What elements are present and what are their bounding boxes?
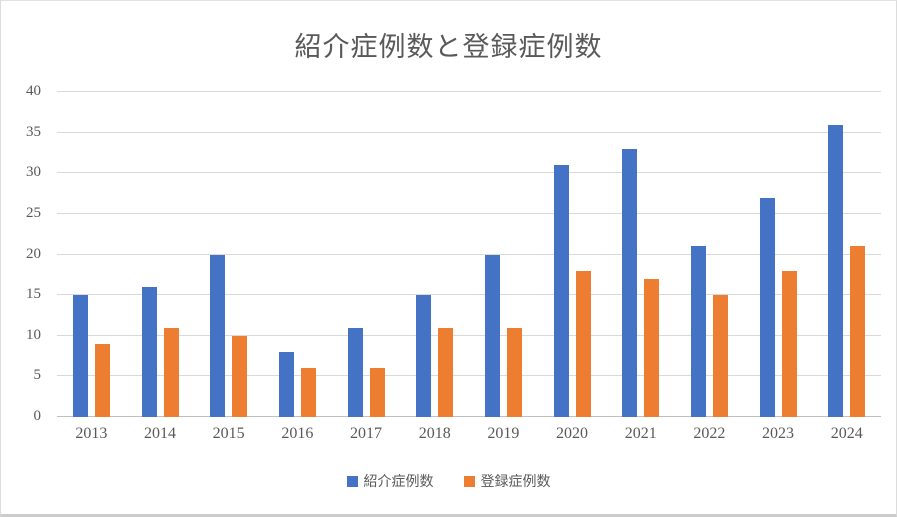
bar-group-2017 [332, 92, 401, 417]
y-tick-label-40: 40 [26, 83, 41, 99]
bar-group-2024 [812, 92, 881, 417]
legend-swatch-registered [463, 475, 475, 487]
bar-登録症例数-2013 [94, 343, 110, 417]
bar-登録症例数-2022 [712, 295, 728, 417]
bar-group-2013 [57, 92, 126, 417]
y-tick-label-10: 10 [26, 326, 41, 343]
y-tick-label-35: 35 [26, 123, 41, 140]
gridline-20 [57, 253, 881, 255]
bar-登録症例数-2014 [163, 327, 179, 417]
x-tick-label-2024: 2024 [830, 425, 863, 442]
x-tick-label-2018: 2018 [418, 425, 451, 442]
x-tick-label-2019: 2019 [487, 425, 520, 442]
bar-登録症例数-2023 [781, 270, 797, 417]
bar-紹介症例数-2017 [347, 327, 363, 417]
bar-紹介症例数-2019 [484, 254, 500, 417]
bar-紹介症例数-2016 [278, 352, 294, 417]
bar-紹介症例数-2023 [759, 197, 775, 417]
bar-group-2020 [538, 92, 607, 417]
legend-swatch-referred [346, 475, 358, 487]
x-tick-label-2021: 2021 [624, 425, 657, 442]
x-tick-label-2016: 2016 [281, 425, 314, 442]
plot-area [57, 91, 881, 417]
legend-label-referred: 紹介症例数 [363, 475, 434, 490]
legend-item-referred: 紹介症例数 [346, 471, 434, 491]
y-tick-label-15: 15 [26, 286, 41, 303]
bar-登録症例数-2017 [369, 368, 385, 417]
chart-title: 紹介症例数と登録症例数 [294, 32, 603, 62]
bar-登録症例数-2015 [232, 335, 248, 417]
y-tick-label-0: 0 [33, 408, 42, 424]
x-tick-label-2013: 2013 [75, 425, 108, 442]
bar-紹介症例数-2021 [622, 148, 638, 417]
legend: 紹介症例数 登録症例数 [1, 471, 896, 491]
bar-紹介症例数-2015 [210, 254, 226, 417]
gridline-5 [57, 375, 881, 377]
y-tick-label-25: 25 [26, 204, 41, 221]
x-tick-label-2014: 2014 [144, 425, 176, 442]
bar-紹介症例数-2018 [416, 295, 432, 417]
bar-登録症例数-2019 [506, 327, 522, 417]
bar-紹介症例数-2013 [72, 295, 88, 417]
bar-紹介症例数-2024 [828, 124, 844, 417]
bar-group-2019 [469, 92, 538, 417]
bar-登録症例数-2024 [850, 246, 866, 417]
x-tick-label-2022: 2022 [693, 425, 726, 442]
bar-登録症例数-2020 [575, 270, 591, 417]
bar-紹介症例数-2020 [553, 165, 569, 417]
y-tick-label-30: 30 [26, 164, 41, 181]
bar-登録症例数-2016 [300, 368, 316, 417]
bar-group-2023 [744, 92, 813, 417]
bar-group-2021 [606, 92, 675, 417]
bar-紹介症例数-2022 [690, 246, 706, 417]
x-axis-line [57, 416, 881, 417]
legend-item-registered: 登録症例数 [463, 471, 551, 491]
gridline-15 [57, 294, 881, 296]
legend-label-registered: 登録症例数 [480, 475, 551, 490]
bar-group-2022 [675, 92, 744, 417]
bar-group-2014 [126, 92, 195, 417]
gridline-40 [57, 91, 881, 92]
bar-紹介症例数-2014 [141, 287, 157, 417]
gridline-35 [57, 131, 881, 133]
x-tick-label-2017: 2017 [350, 425, 383, 442]
y-axis: 0 5 10 15 20 25 30 35 40 [1, 84, 45, 424]
x-tick-label-2023: 2023 [762, 425, 795, 442]
gridline-25 [57, 212, 881, 214]
y-tick-label-20: 20 [26, 245, 41, 262]
bar-登録症例数-2018 [438, 327, 454, 417]
bar-group-2018 [400, 92, 469, 417]
bar-登録症例数-2021 [644, 278, 660, 417]
x-tick-label-2020: 2020 [556, 425, 589, 442]
gridline-10 [57, 334, 881, 336]
bar-group-2015 [194, 92, 263, 417]
y-tick-label-5: 5 [33, 367, 42, 384]
x-tick-label-2015: 2015 [212, 425, 245, 442]
x-axis: 2013 2014 2015 2016 2017 2018 2019 2020 2021 2022… [57, 425, 881, 443]
bar-groups [57, 92, 881, 417]
bar-group-2016 [263, 92, 332, 417]
gridline-30 [57, 172, 881, 174]
